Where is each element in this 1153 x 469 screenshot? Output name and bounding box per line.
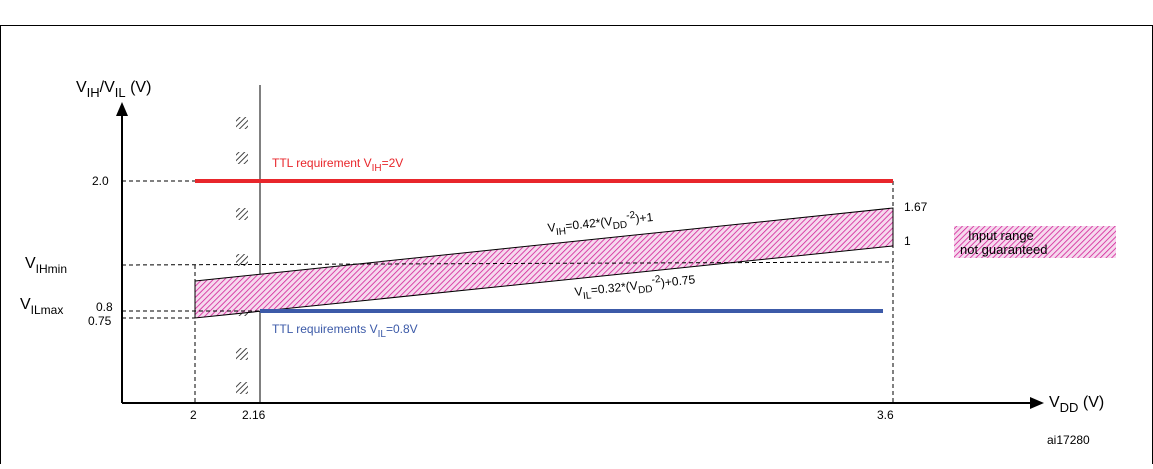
legend-line1: Input range bbox=[968, 228, 1034, 243]
x-tick-2p16: 2.16 bbox=[242, 408, 266, 422]
x-axis bbox=[122, 397, 1044, 409]
vil-equation: VIL=0.32*(VDD-2)+0.75 bbox=[574, 270, 697, 303]
y-tick-0p8: 0.8 bbox=[96, 300, 113, 314]
vih-equation: VIH=0.42*(VDD-2)+1 bbox=[547, 208, 655, 239]
vih-value-at-3p6: 1.67 bbox=[904, 200, 928, 214]
x-axis-label: VDD (V) bbox=[1049, 394, 1104, 415]
y-axis-label: VIH/VIL (V) bbox=[76, 79, 151, 100]
y-axis bbox=[116, 102, 128, 403]
x-tick-3p6: 3.6 bbox=[877, 408, 894, 422]
y-tick-2p0: 2.0 bbox=[92, 174, 109, 188]
legend-input-range: Input range not guaranteed bbox=[954, 226, 1116, 258]
ttl-vil-label: TTL requirements VIL=0.8V bbox=[272, 322, 418, 340]
y-tick-vilmax: VILmax bbox=[20, 296, 63, 317]
legend-line2: not guaranteed bbox=[960, 242, 1047, 257]
vil-value-at-3p6: 1 bbox=[904, 234, 911, 248]
legend-swatch bbox=[954, 226, 1116, 258]
y-tick-0p75: 0.75 bbox=[88, 314, 112, 328]
dashed-reference-lines bbox=[121, 180, 894, 403]
vdd-exclusion-markers bbox=[236, 117, 248, 394]
y-tick-vihmin: VIHmin bbox=[25, 255, 67, 276]
figure-id: ai17280 bbox=[1047, 433, 1090, 447]
x-tick-2: 2 bbox=[190, 408, 197, 422]
ttl-vih-label: TTL requirement VIH=2V bbox=[272, 156, 403, 174]
